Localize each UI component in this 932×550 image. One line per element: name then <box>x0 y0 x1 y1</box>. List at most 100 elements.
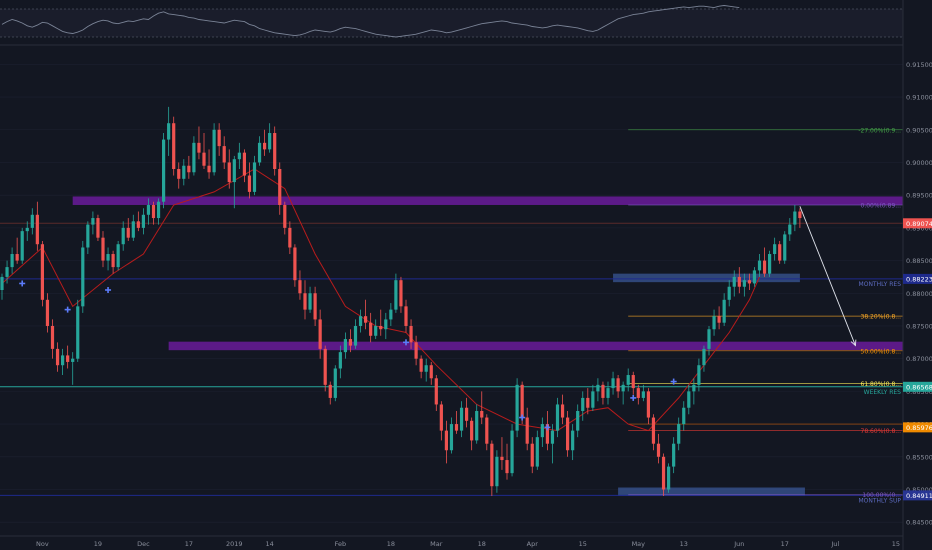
candle-body <box>111 254 115 268</box>
candle-body <box>424 365 428 372</box>
x-tick-label: Apr <box>527 540 539 548</box>
y-tick-label: 0.85000 <box>906 486 932 494</box>
blue-zone[interactable] <box>618 487 805 497</box>
candle-body <box>752 270 757 284</box>
candle-body <box>40 244 44 300</box>
candle <box>505 443 509 480</box>
rsi-line <box>1 5 740 38</box>
candle-body <box>515 384 519 431</box>
candle <box>550 424 555 464</box>
time-axis[interactable]: Nov 19 Dec 17 2019 14 Feb 18 Mar 18 Apr 15 May 13 Jun 1… <box>0 535 903 548</box>
candle-body <box>192 142 196 173</box>
candle <box>672 437 676 474</box>
candle-body <box>727 286 731 300</box>
candle <box>162 133 166 209</box>
cross-marker <box>630 394 637 401</box>
candle <box>111 250 115 274</box>
y-tick-label: 0.91500 <box>906 61 932 69</box>
candle <box>237 142 241 169</box>
candle <box>778 240 782 264</box>
candle <box>308 286 312 313</box>
candle-body <box>788 224 792 235</box>
candle-body <box>747 280 751 284</box>
candle-body <box>631 375 635 389</box>
candle-body <box>661 456 666 490</box>
candle <box>384 312 388 340</box>
candle-body <box>621 384 625 392</box>
candle <box>525 407 529 451</box>
candle <box>96 214 100 241</box>
candle <box>106 247 110 271</box>
candle <box>399 276 403 313</box>
candle <box>136 211 140 232</box>
price-tag-bg <box>903 490 932 501</box>
purple-zone[interactable] <box>72 196 903 205</box>
fibonacci-retracement[interactable]: -27.00%(0.9... 0.00%(0.89... 38.20%(0.8...… <box>628 127 903 499</box>
candle <box>429 361 433 385</box>
candle <box>465 397 469 428</box>
candle <box>298 270 302 300</box>
candle-body <box>616 378 620 392</box>
candle-body <box>439 404 443 431</box>
candle-body <box>358 316 363 326</box>
y-tick-label: 0.84500 <box>906 519 932 527</box>
y-tick-label: 0.87500 <box>906 322 932 330</box>
candle <box>10 247 14 274</box>
projection-arrow[interactable] <box>799 206 857 347</box>
candle-body <box>384 319 388 330</box>
y-tick-label: 0.85500 <box>906 453 932 461</box>
blue-zone[interactable] <box>613 273 800 283</box>
cross-marker <box>19 280 26 287</box>
candle <box>116 240 120 271</box>
rsi-panel: 75.000050.000025.0000 <box>0 3 932 46</box>
fib-level-label: 78.60%(0.8... <box>861 428 902 435</box>
price-tag: 0.85976 <box>903 422 932 433</box>
candle-body <box>268 133 272 150</box>
candle-body <box>76 306 80 359</box>
candle-body <box>591 391 595 408</box>
candle <box>687 384 691 415</box>
candle <box>636 384 640 405</box>
candle-body <box>798 211 802 219</box>
purple-zone[interactable] <box>168 341 903 351</box>
candle-body <box>768 254 772 274</box>
candle-body <box>364 316 368 323</box>
signal-markers <box>19 280 677 431</box>
candle-body <box>96 218 100 238</box>
candle-body <box>247 175 252 192</box>
x-tick-label: 18 <box>478 540 486 548</box>
candle-body <box>560 404 565 418</box>
candle <box>581 391 585 421</box>
candle <box>268 123 272 153</box>
x-tick-label: 17 <box>185 540 193 548</box>
candle-body <box>586 397 590 408</box>
candle <box>530 437 534 474</box>
candle <box>762 247 767 277</box>
candle <box>40 240 44 307</box>
candle <box>66 345 70 369</box>
candle <box>343 332 347 359</box>
candle <box>439 401 443 441</box>
candle <box>91 211 95 235</box>
candle-body <box>217 129 221 147</box>
candle <box>55 342 60 372</box>
candle-body <box>338 352 342 369</box>
candle <box>571 424 575 461</box>
candle <box>742 273 746 297</box>
candle <box>30 208 34 235</box>
candle-body <box>651 417 656 444</box>
candle-body <box>131 221 135 238</box>
candle <box>515 378 519 438</box>
candle <box>207 149 211 179</box>
candle <box>596 378 600 402</box>
candle <box>101 231 105 268</box>
candle <box>626 368 630 392</box>
candle <box>424 358 428 382</box>
candle-body <box>227 162 231 183</box>
candle <box>25 221 29 241</box>
candle <box>50 319 55 359</box>
candle-body <box>379 325 383 330</box>
x-tick-label: 15 <box>892 540 900 548</box>
candle-body <box>429 365 433 379</box>
